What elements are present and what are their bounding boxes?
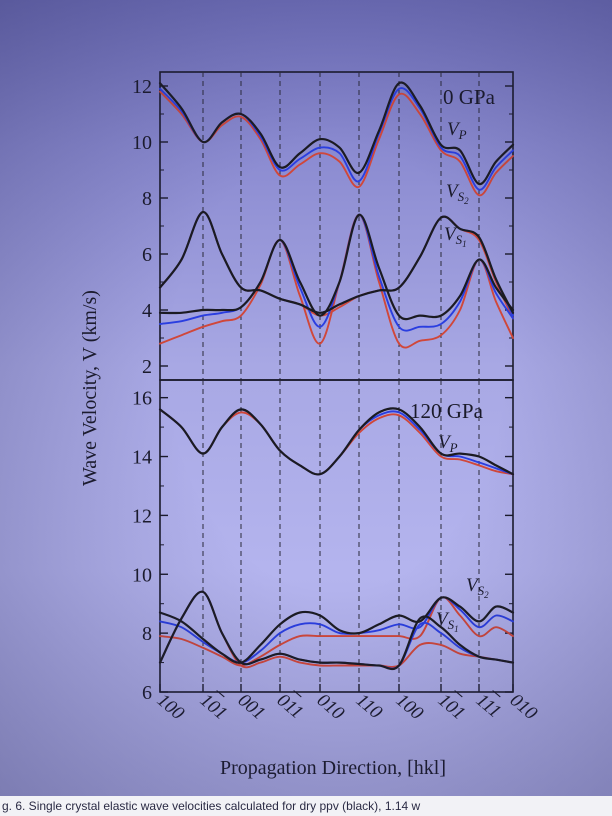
vs2-subscript-s: S xyxy=(478,583,485,598)
y-tick-label: 12 xyxy=(132,76,152,98)
figure-caption: g. 6. Single crystal elastic wave veloci… xyxy=(0,796,612,816)
panel-120gpa-grid xyxy=(202,380,480,692)
y-tick-label: 6 xyxy=(142,244,152,266)
overbar-mark xyxy=(492,690,501,698)
x-tick-label: 111 xyxy=(472,690,505,723)
series-vs2-black-line xyxy=(158,210,515,314)
x-tick-labels: 100 101 001 011 010 110 100 101 111 010 xyxy=(153,684,542,725)
panel-0gpa-curve-labels: VP VS2 VS1 xyxy=(444,119,469,249)
vs1-label-120gpa: VS1 xyxy=(436,609,459,634)
vp-symbol: V xyxy=(438,432,452,453)
series-vs2-black-line xyxy=(158,596,515,664)
y-tick-label: 2 xyxy=(142,356,152,378)
x-tick-label: 100 xyxy=(392,690,428,725)
x-tick-label: 001 xyxy=(234,690,269,724)
y-tick-label: 8 xyxy=(142,188,152,210)
vs1-subscript-s: S xyxy=(448,617,455,632)
vs1-subscript-num: 1 xyxy=(462,239,467,249)
series-vp-black-line xyxy=(158,407,515,476)
y-tick-label: 16 xyxy=(132,388,152,410)
series-vp-red-line xyxy=(159,90,514,197)
panel-0gpa-series xyxy=(158,81,515,349)
y-tick-label: 4 xyxy=(142,300,152,322)
series-vp-black-line xyxy=(158,81,515,186)
vp-label-120gpa: VP xyxy=(438,432,458,455)
vs1-subscript-num: 1 xyxy=(454,624,459,634)
vs1-label-0gpa: VS1 xyxy=(444,224,467,249)
x-tick-label: 011 xyxy=(273,690,307,724)
vs2-symbol: V xyxy=(446,181,460,202)
vp-subscript: P xyxy=(458,127,467,142)
panel-120gpa-curve-labels: VP VS2 VS1 xyxy=(436,432,489,634)
vs2-subscript-s: S xyxy=(458,189,465,204)
vs2-symbol: V xyxy=(466,575,480,596)
y-tick-label: 14 xyxy=(132,447,152,469)
x-tick-label: 101 xyxy=(196,690,231,724)
vs2-label-0gpa: VS2 xyxy=(446,181,469,206)
x-tick-label: 010 xyxy=(313,690,349,725)
y-axis-title: Wave Velocity, V (km/s) xyxy=(79,290,101,486)
vs1-symbol: V xyxy=(436,609,450,630)
x-axis-title: Propagation Direction, [hkl] xyxy=(220,757,446,779)
panel-120gpa-frame xyxy=(159,379,514,693)
overbar-mark xyxy=(454,690,463,698)
y-tick-label: 12 xyxy=(132,505,152,527)
vs1-symbol: V xyxy=(444,224,458,245)
vs2-subscript-num: 2 xyxy=(484,590,489,600)
x-tick-label: 110 xyxy=(352,690,387,724)
vs2-label-120gpa: VS2 xyxy=(466,575,489,600)
y-tick-label: 10 xyxy=(132,564,152,586)
overbar-mark xyxy=(293,690,302,698)
series-vs2-red-line xyxy=(159,596,514,667)
vp-symbol: V xyxy=(447,119,461,140)
panel-120gpa-label: 120 GPa xyxy=(410,399,484,423)
vs2-subscript-num: 2 xyxy=(464,196,469,206)
y-tick-label: 8 xyxy=(142,623,152,645)
vp-subscript: P xyxy=(449,440,458,455)
y-tick-label: 10 xyxy=(132,132,152,154)
series-vs1-black-line xyxy=(158,213,515,321)
vs1-subscript-s: S xyxy=(456,232,463,247)
series-vs1-blue-line xyxy=(159,590,514,670)
panel-0gpa-grid xyxy=(202,72,480,380)
x-tick-label: 010 xyxy=(506,690,542,725)
vp-label-0gpa: VP xyxy=(447,119,467,142)
series-vs1-black-line xyxy=(158,590,515,671)
panel-0gpa-label: 0 GPa xyxy=(443,85,496,109)
overbar-mark xyxy=(216,690,225,698)
panel-120gpa-series xyxy=(158,407,515,671)
x-tick-label: 100 xyxy=(153,690,189,725)
x-tick-label: 101 xyxy=(434,690,469,724)
y-tick-label: 6 xyxy=(142,682,152,704)
